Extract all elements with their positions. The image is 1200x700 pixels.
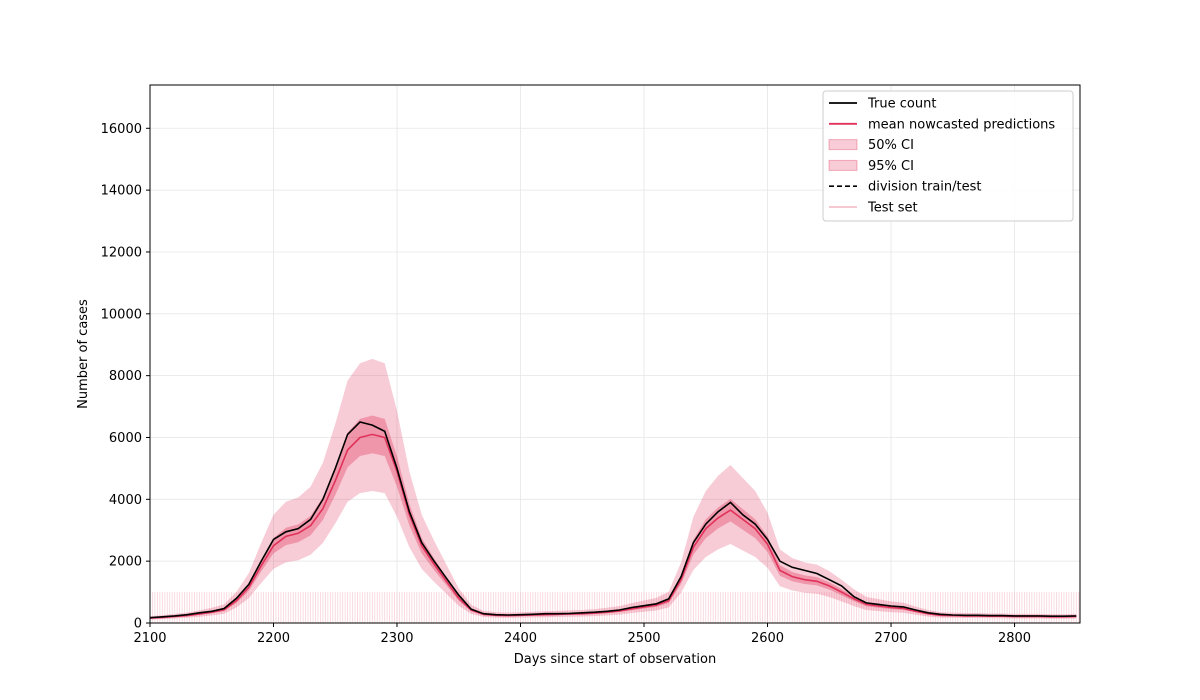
y-tick-label: 2000 <box>109 555 142 570</box>
legend-handle-ci50 <box>828 139 858 151</box>
x-tick-label: 2800 <box>998 631 1031 646</box>
series-lines <box>149 421 1077 619</box>
y-axis-label: Number of cases <box>76 299 91 409</box>
y-tick-label: 16000 <box>101 122 142 137</box>
y-tick-label: 10000 <box>101 307 142 322</box>
x-tick-label: 2200 <box>257 631 290 646</box>
true-count-line <box>149 421 1077 619</box>
y-tick-label: 8000 <box>109 369 142 384</box>
y-tick-label: 0 <box>134 617 142 632</box>
legend-label: True count <box>867 97 936 112</box>
y-tick-label: 6000 <box>109 431 142 446</box>
x-tick-label: 2500 <box>627 631 660 646</box>
legend-label: Test set <box>867 201 918 216</box>
legend-handle-ci95 <box>828 159 858 171</box>
legend-label: 50% CI <box>868 138 914 153</box>
y-tick-label: 14000 <box>101 184 142 199</box>
legend-label: 95% CI <box>868 159 914 174</box>
confidence-bands <box>150 358 1077 620</box>
plot-frame <box>149 84 1081 624</box>
y-tick-label: 4000 <box>109 493 142 508</box>
legend-label: mean nowcasted predictions <box>868 117 1055 132</box>
x-tick-label: 2600 <box>751 631 784 646</box>
y-tick-label: 12000 <box>101 245 142 260</box>
x-tick-label: 2400 <box>504 631 537 646</box>
test-set-band <box>149 592 1080 623</box>
x-tick-label: 2300 <box>380 631 413 646</box>
x-axis-label: Days since start of observation <box>514 652 716 667</box>
y-axis-ticks: 0 2000 4000 6000 8000 10000 12000 14000 16000 <box>101 122 150 632</box>
ci95-band <box>150 358 1077 620</box>
mean-prediction-line <box>149 433 1077 619</box>
x-tick-label: 2100 <box>133 631 166 646</box>
legend-box <box>822 90 1074 222</box>
legend: True count mean nowcasted predictions 50% … <box>822 90 1074 222</box>
legend-label: division train/test <box>868 180 981 195</box>
x-axis-ticks: 2100 2200 2300 2400 2500 2600 2700 2800 <box>133 623 1031 646</box>
x-tick-label: 2700 <box>874 631 907 646</box>
